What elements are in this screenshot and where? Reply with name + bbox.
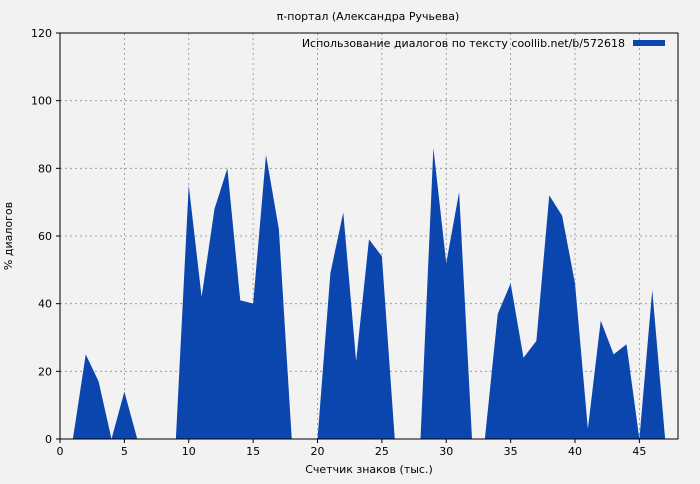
- x-axis-label: Счетчик знаков (тыс.): [305, 463, 433, 476]
- x-axis: 0 5 10 15 20 25 30 35 40 45: [57, 439, 647, 458]
- x-tick-label: 35: [504, 445, 518, 458]
- legend-label: Использование диалогов по тексту coollib…: [302, 37, 625, 50]
- x-tick-label: 10: [182, 445, 196, 458]
- y-tick-label: 20: [38, 365, 52, 378]
- x-tick-label: 0: [57, 445, 64, 458]
- x-tick-label: 40: [568, 445, 582, 458]
- y-tick-label: 80: [38, 162, 52, 175]
- x-tick-label: 30: [439, 445, 453, 458]
- y-tick-label: 40: [38, 298, 52, 311]
- legend-swatch: [633, 40, 665, 46]
- chart-title: π-портал (Александра Ручьева): [277, 10, 460, 23]
- x-tick-label: 25: [375, 445, 389, 458]
- y-axis: 0 20 40 60 80 100 120: [31, 27, 60, 446]
- x-tick-label: 5: [121, 445, 128, 458]
- y-axis-label: % диалогов: [2, 202, 15, 270]
- x-tick-label: 20: [311, 445, 325, 458]
- y-tick-label: 0: [45, 433, 52, 446]
- legend: Использование диалогов по тексту coollib…: [302, 37, 665, 50]
- y-tick-label: 120: [31, 27, 52, 40]
- x-tick-label: 15: [246, 445, 260, 458]
- x-tick-label: 45: [632, 445, 646, 458]
- y-tick-label: 60: [38, 230, 52, 243]
- y-tick-label: 100: [31, 95, 52, 108]
